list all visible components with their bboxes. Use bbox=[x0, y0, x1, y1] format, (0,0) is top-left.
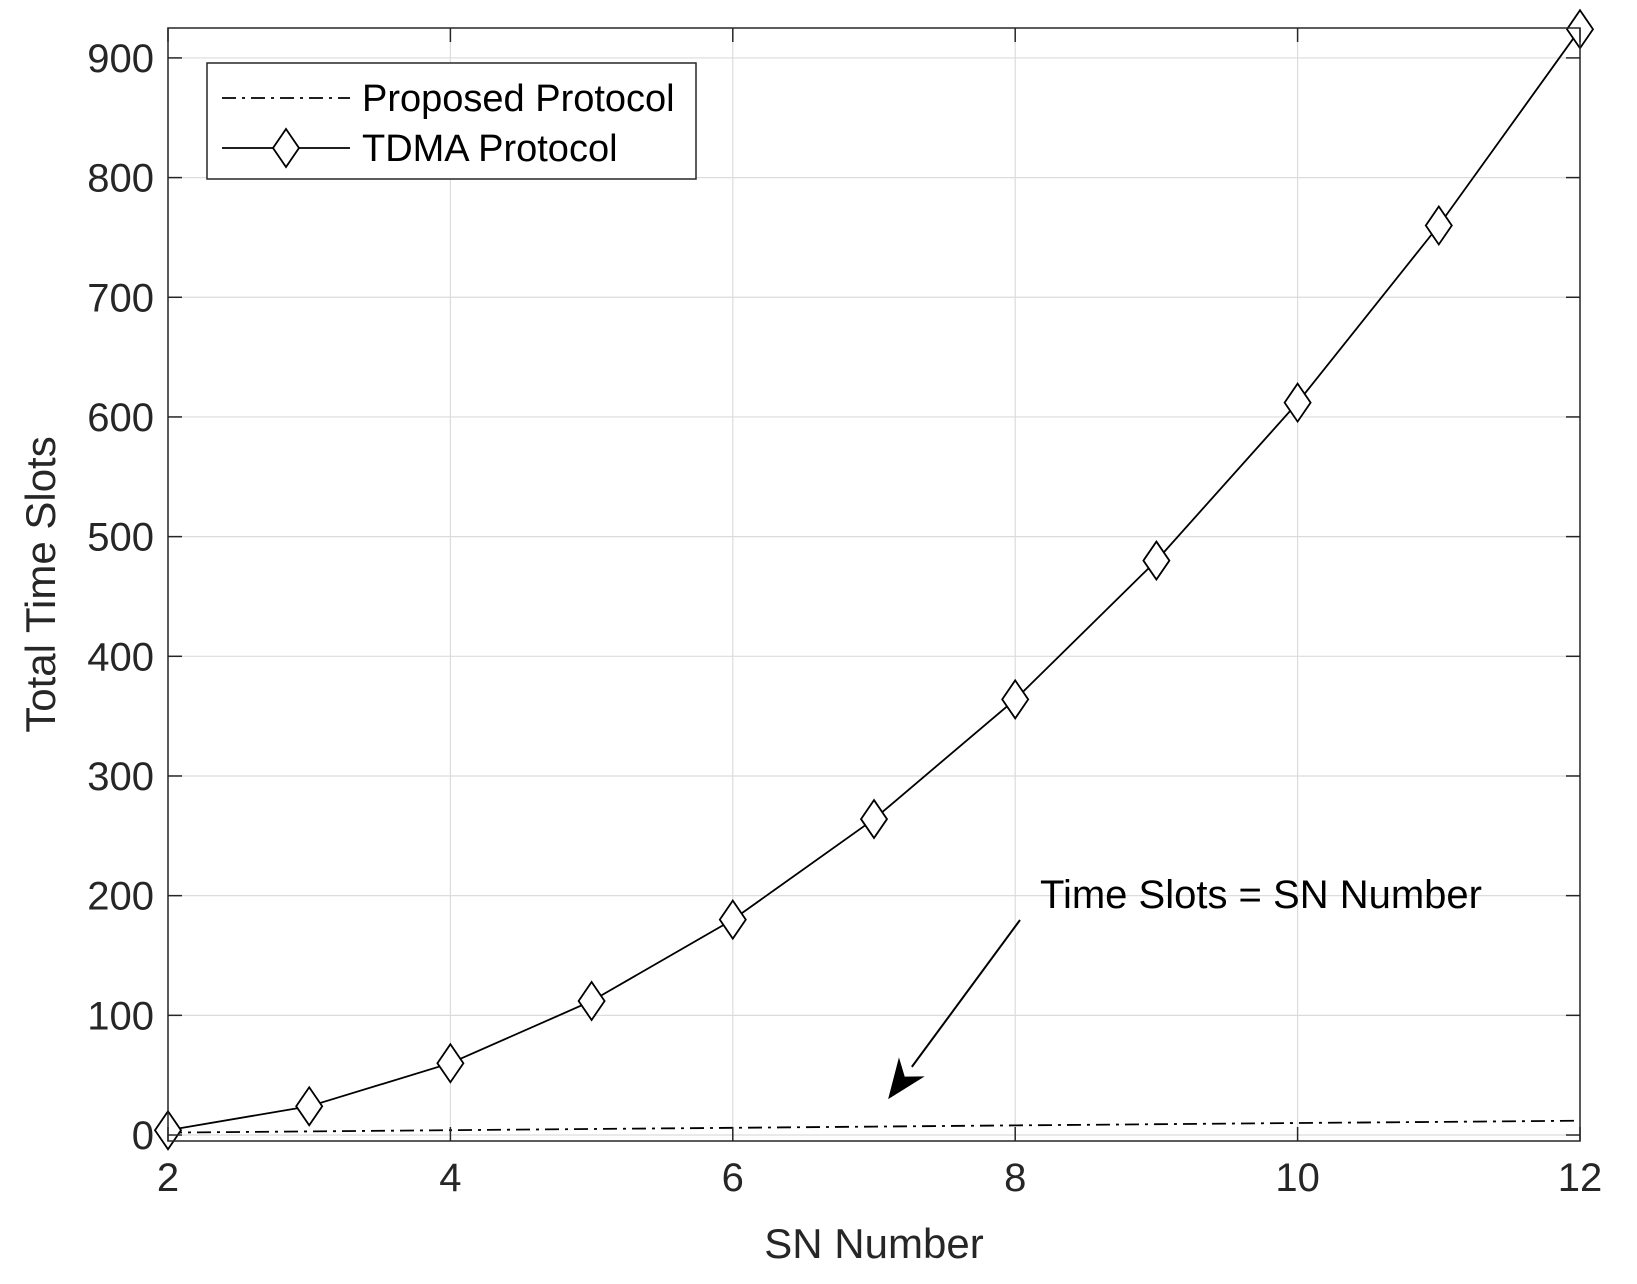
y-tick-label: 100 bbox=[87, 994, 154, 1038]
annotation-arrow-head bbox=[888, 1057, 925, 1100]
data-point-1 bbox=[1424, 204, 1453, 247]
x-tick-label: 10 bbox=[1275, 1156, 1320, 1200]
tick-labels: 2 4 6 8 10 12 0 100 200 300 400 500 600 700 800 900 bbox=[87, 37, 1602, 1200]
y-tick-label: 400 bbox=[87, 635, 154, 679]
y-axis-label: Total Time Slots bbox=[17, 436, 64, 732]
data-point-1 bbox=[1283, 381, 1312, 424]
y-tick-label: 200 bbox=[87, 875, 154, 919]
legend: Proposed Protocol TDMA Protocol bbox=[206, 62, 697, 180]
y-tick-label: 600 bbox=[87, 396, 154, 440]
y-tick-label: 0 bbox=[132, 1114, 154, 1158]
annotation-text: Time Slots = SN Number bbox=[1040, 873, 1482, 917]
x-tick-label: 12 bbox=[1558, 1156, 1603, 1200]
y-tick-label: 900 bbox=[87, 37, 154, 81]
data-point-1 bbox=[859, 798, 889, 840]
axis-ticks bbox=[167, 28, 1581, 1141]
data-point-1 bbox=[295, 1085, 324, 1127]
x-tick-label: 4 bbox=[439, 1156, 461, 1200]
data-point-1 bbox=[718, 899, 747, 941]
x-tick-label: 2 bbox=[157, 1156, 179, 1200]
y-tick-label: 800 bbox=[87, 157, 154, 201]
annotation-arrow-shaft bbox=[911, 919, 1021, 1068]
y-tick-label: 700 bbox=[87, 276, 154, 320]
y-tick-label: 500 bbox=[87, 516, 154, 560]
x-axis-label: SN Number bbox=[764, 1220, 983, 1267]
x-tick-label: 6 bbox=[722, 1156, 744, 1200]
data-point-1 bbox=[577, 980, 606, 1022]
plot-area-frame bbox=[167, 27, 1581, 1142]
legend-label-tdma: TDMA Protocol bbox=[362, 128, 618, 170]
series-line-0 bbox=[167, 1119, 1581, 1134]
legend-marker-tdma bbox=[271, 127, 301, 169]
x-tick-label: 8 bbox=[1004, 1156, 1026, 1200]
data-point-1 bbox=[1001, 678, 1030, 720]
legend-label-proposed: Proposed Protocol bbox=[362, 78, 675, 120]
data-point-1 bbox=[436, 1042, 465, 1084]
data-point-1 bbox=[1142, 539, 1171, 582]
y-tick-label: 300 bbox=[87, 755, 154, 799]
annotation: Time Slots = SN Number bbox=[888, 873, 1482, 1100]
